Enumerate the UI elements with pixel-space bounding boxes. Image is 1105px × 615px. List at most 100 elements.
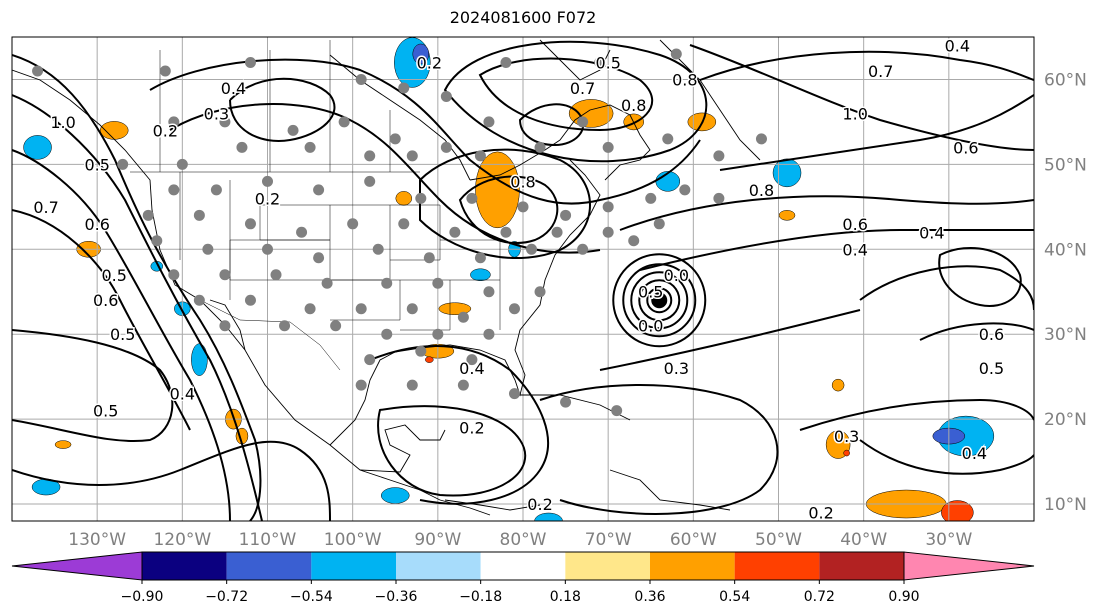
station-dot [713, 192, 725, 204]
contour-line [599, 309, 861, 371]
lon-label: 110°W [239, 530, 297, 550]
colorbar-extend-low [11, 551, 143, 581]
station-dot [713, 150, 725, 162]
anomaly-patch [395, 191, 413, 206]
station-dot [449, 226, 461, 238]
station-dot [381, 328, 393, 340]
longitude-labels: 130°W 120°W 110°W 100°W 90°W 80°W 70°W 60°W 50°W… [68, 530, 972, 550]
station-dot [560, 209, 572, 221]
colorbar [11, 551, 1035, 581]
contour-label: 0.6 [979, 325, 1004, 344]
station-dot [151, 235, 163, 247]
station-dot [330, 320, 342, 332]
contour-label: 0.8 [621, 96, 646, 115]
contour-line [478, 57, 654, 132]
station-dot [142, 209, 154, 221]
station-dot [159, 65, 171, 77]
contour-label: 0.2 [153, 121, 178, 140]
contour-line [369, 345, 549, 505]
contour-lines [12, 40, 1034, 521]
station-dot [500, 226, 512, 238]
contour-label: 0.5 [110, 325, 135, 344]
station-dot [466, 192, 478, 204]
contour-label: 0.4 [919, 223, 944, 242]
station-dot [381, 277, 393, 289]
station-dot [440, 90, 452, 102]
station-dot [602, 201, 614, 213]
contour-line [149, 58, 701, 205]
contour-label: 0.5 [595, 53, 620, 72]
station-dot [168, 269, 180, 281]
contour-line [12, 54, 262, 521]
lon-label: 120°W [153, 530, 211, 550]
station-dot [176, 158, 188, 170]
station-dot [270, 269, 282, 281]
anomaly-patch [831, 378, 845, 392]
anomaly-patch [534, 512, 563, 521]
contour-line [12, 94, 263, 521]
contour-line [938, 247, 1022, 307]
lon-label: 80°W [500, 530, 547, 550]
contour-line [458, 175, 559, 245]
anomaly-patch [778, 210, 796, 221]
station-dot [347, 218, 359, 230]
contour-label: 0.7 [868, 62, 893, 81]
lon-label: 90°W [414, 530, 461, 550]
contour-label: 0.8 [510, 172, 535, 191]
station-dot [355, 379, 367, 391]
station-dot [304, 303, 316, 315]
contour-line [12, 149, 231, 521]
storm-ring [622, 263, 697, 338]
colorbar-tick-label: −0.18 [459, 589, 502, 605]
colorbar-segment [650, 552, 735, 580]
station-dot [338, 116, 350, 128]
station-dot [406, 303, 418, 315]
station-dot [474, 252, 486, 264]
storm-ring [630, 271, 689, 330]
station-dot [262, 175, 273, 187]
station-dot [287, 124, 299, 136]
contour-line [12, 209, 191, 431]
station-dot [219, 116, 231, 128]
station-dot [244, 218, 256, 230]
station-dot [415, 192, 427, 204]
station-dot [236, 141, 248, 153]
colorbar-tick-label: 0.54 [719, 589, 750, 605]
station-dot [244, 294, 256, 306]
colorbar-tick-label: −0.36 [375, 589, 418, 605]
contour-line [443, 40, 708, 163]
anomaly-patch [843, 449, 850, 457]
storm-ring [612, 253, 707, 348]
contour-label: 0.8 [749, 181, 774, 200]
station-dot [210, 184, 222, 196]
station-dot [662, 133, 674, 145]
contour-line [859, 265, 1034, 311]
station-dot [321, 277, 333, 289]
contour-line [169, 102, 601, 254]
station-dot [517, 201, 529, 213]
contour-label: 0.0 [664, 266, 689, 285]
contour-label: 0.5 [979, 359, 1004, 378]
station-dot [755, 133, 767, 145]
station-dot [483, 328, 495, 340]
lat-label: 20°N [1044, 410, 1087, 430]
colorbar-tick-label: 0.72 [804, 589, 835, 605]
contour-label: 0.5 [93, 402, 118, 421]
anomaly-patch [99, 121, 129, 140]
contour-labels: 0.20.40.30.21.00.50.70.60.20.50.60.50.40… [32, 37, 1006, 521]
station-dot [168, 116, 180, 128]
station-dot [679, 184, 691, 196]
storm-center-dot [651, 292, 668, 309]
station-dot [560, 396, 572, 408]
colorbar-tick-labels: −0.90 −0.72 −0.54 −0.36 −0.18 0.18 0.36 0.54 0.7… [121, 580, 920, 605]
contour-label: 0.4 [170, 385, 195, 404]
contour-label: 0.7 [570, 79, 595, 98]
map-title: 2024081600 F072 [449, 8, 597, 27]
lat-label: 50°N [1044, 155, 1087, 175]
station-dot [432, 328, 444, 340]
contour-line [639, 228, 1034, 271]
contour-line [919, 322, 1034, 341]
colorbar-segment [226, 552, 312, 580]
station-dot [364, 354, 376, 366]
